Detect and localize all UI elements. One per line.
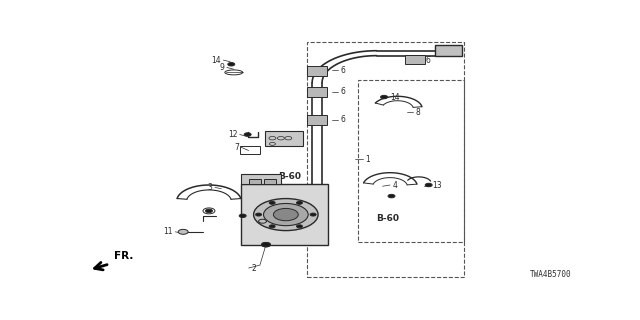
Bar <box>240 146 260 154</box>
Circle shape <box>269 201 275 204</box>
Bar <box>264 179 276 184</box>
Text: 5: 5 <box>293 132 298 141</box>
Bar <box>241 184 328 245</box>
Text: 1: 1 <box>365 155 370 164</box>
Text: 13: 13 <box>432 181 442 190</box>
Bar <box>307 87 327 97</box>
Text: 12: 12 <box>228 130 237 139</box>
Text: 3: 3 <box>207 183 212 192</box>
Circle shape <box>381 95 388 99</box>
Circle shape <box>205 209 212 212</box>
Circle shape <box>253 198 318 231</box>
Circle shape <box>388 194 395 198</box>
Text: 9: 9 <box>220 63 225 72</box>
Text: 10: 10 <box>281 223 291 232</box>
Text: 2: 2 <box>251 264 256 273</box>
Text: 8: 8 <box>416 108 420 117</box>
Text: TWA4B5700: TWA4B5700 <box>529 270 571 279</box>
Circle shape <box>262 243 271 247</box>
Bar <box>435 44 462 56</box>
Circle shape <box>296 225 303 228</box>
Circle shape <box>425 183 432 187</box>
Bar <box>264 131 303 146</box>
Bar <box>405 55 425 64</box>
Circle shape <box>178 229 188 234</box>
Text: 14: 14 <box>211 56 221 65</box>
Bar <box>307 115 327 125</box>
Circle shape <box>259 219 266 223</box>
Circle shape <box>310 213 316 216</box>
Circle shape <box>273 208 298 221</box>
Text: 7: 7 <box>234 143 239 152</box>
Text: 11: 11 <box>163 227 173 236</box>
Text: FR.: FR. <box>114 252 133 261</box>
Text: 6: 6 <box>340 87 345 96</box>
Circle shape <box>255 213 262 216</box>
Text: 14: 14 <box>390 92 399 101</box>
Circle shape <box>296 201 303 204</box>
Bar <box>358 80 465 242</box>
Text: B-60: B-60 <box>376 214 399 223</box>
Text: 4: 4 <box>392 180 397 189</box>
Bar <box>249 179 261 184</box>
Text: 6: 6 <box>340 115 345 124</box>
Circle shape <box>239 214 246 218</box>
Text: 6: 6 <box>426 56 431 65</box>
Bar <box>307 66 327 76</box>
Bar <box>241 174 281 184</box>
Circle shape <box>244 133 251 136</box>
Circle shape <box>228 62 235 66</box>
Text: 6: 6 <box>340 66 345 75</box>
Bar <box>307 42 465 277</box>
Circle shape <box>262 243 271 247</box>
Text: B-60: B-60 <box>278 172 301 181</box>
Circle shape <box>269 225 275 228</box>
Circle shape <box>264 204 308 226</box>
